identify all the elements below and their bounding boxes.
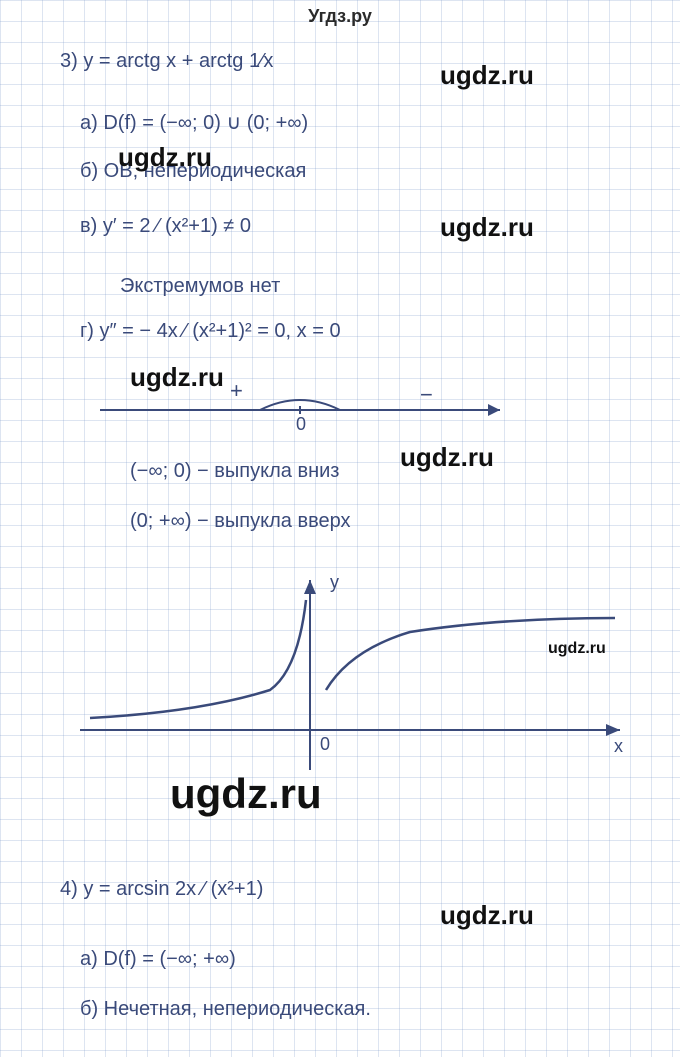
watermark: ugdz.ru: [400, 442, 494, 473]
watermark: ugdz.ru: [118, 142, 212, 173]
axis-x-label: x: [614, 736, 623, 757]
axis-origin: 0: [320, 734, 330, 755]
line-domain-4a: а) D(f) = (−∞; +∞): [80, 948, 236, 971]
watermark: ugdz.ru: [130, 362, 224, 393]
function-graph: [70, 570, 630, 790]
line-problem-4: 4) y = arcsin 2x ⁄ (x²+1): [60, 878, 263, 901]
line-domain-3a: а) D(f) = (−∞; 0) ∪ (0; +∞): [80, 110, 308, 135]
sign-zero: 0: [296, 414, 306, 435]
line-second-deriv: г) y″ = − 4x ⁄ (x²+1)² = 0, x = 0: [80, 320, 341, 343]
watermark: ugdz.ru: [170, 770, 322, 818]
watermark: ugdz.ru: [440, 900, 534, 931]
page-header: Угдз.ру: [0, 6, 680, 27]
line-convex-up: (0; +∞) − выпукла вверх: [130, 510, 351, 533]
axis-y-label: y: [330, 572, 339, 593]
line-odd-4b: б) Нечетная, непериодическая.: [80, 998, 371, 1021]
line-problem-3: 3) y = arctg x + arctg 1⁄x: [60, 50, 273, 73]
watermark: ugdz.ru: [440, 60, 534, 91]
sign-plus: +: [230, 378, 243, 404]
line-convex-down: (−∞; 0) − выпукла вниз: [130, 460, 339, 483]
sign-minus: −: [420, 382, 433, 408]
line-extremum: Экстремумов нет: [120, 275, 280, 298]
line-deriv-3v: в) y′ = 2 ⁄ (x²+1) ≠ 0: [80, 215, 251, 238]
watermark: ugdz.ru: [440, 212, 534, 243]
watermark: ugdz.ru: [548, 640, 606, 658]
